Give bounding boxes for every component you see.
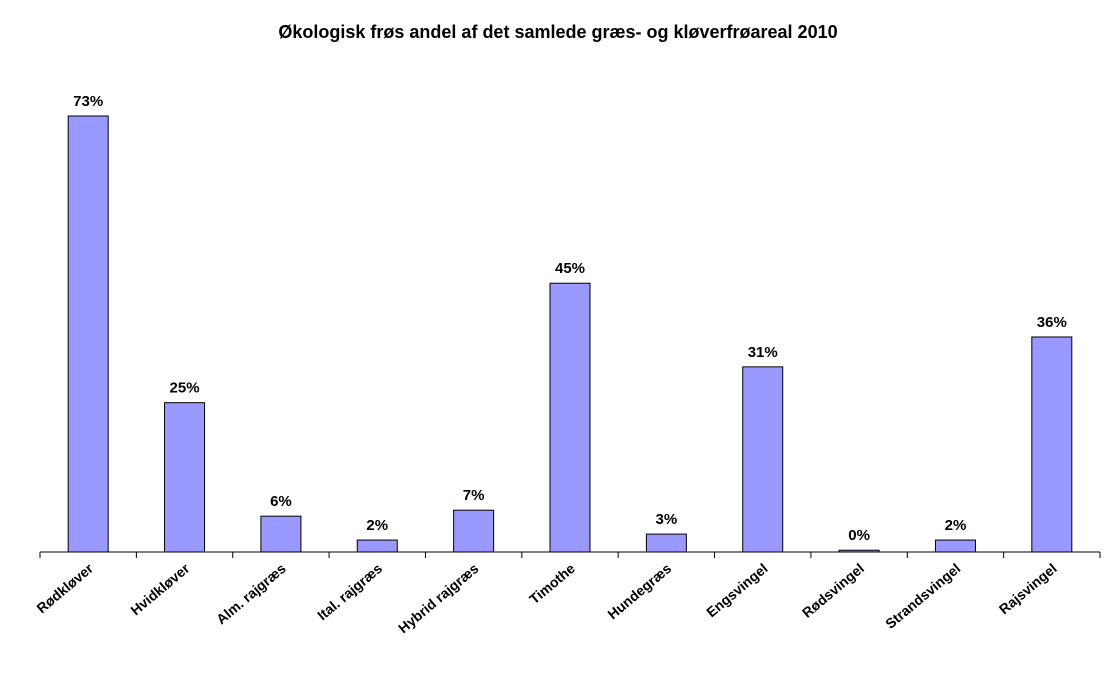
x-tick-label: Strandsvingel	[882, 560, 963, 632]
x-tick-label: Engsvingel	[703, 560, 770, 620]
bar	[1031, 336, 1073, 553]
bar	[260, 515, 302, 553]
x-tick-label: Hybrid rajgræs	[395, 560, 482, 636]
bar	[67, 115, 109, 553]
data-label: 3%	[656, 511, 678, 528]
data-label: 6%	[270, 493, 292, 510]
data-label: 73%	[73, 93, 103, 110]
x-tick-label: Hundegræs	[604, 560, 674, 622]
x-tick-label: Rødkløver	[33, 560, 96, 617]
data-label: 2%	[945, 517, 967, 534]
bar	[934, 539, 976, 553]
chart-title: Økologisk frøs andel af det samlede græs…	[278, 22, 837, 42]
bar	[549, 282, 591, 553]
data-label: 45%	[555, 260, 585, 277]
x-tick-label: Rajsvingel	[996, 560, 1060, 617]
data-label: 0%	[848, 527, 870, 544]
x-tick-label: Timothe	[526, 560, 578, 607]
x-tick-label: Hvidkløver	[127, 560, 193, 619]
x-tick-label: Ital. rajgræs	[314, 560, 385, 623]
bar	[164, 402, 206, 553]
data-label: 7%	[463, 487, 485, 504]
x-tick-label: Rødsvingel	[799, 560, 867, 621]
data-label: 31%	[748, 344, 778, 361]
data-label: 36%	[1037, 314, 1067, 331]
bar	[645, 533, 687, 553]
bar	[453, 509, 495, 553]
x-tick-label: Alm. rajgræs	[213, 560, 289, 627]
data-label: 2%	[366, 517, 388, 534]
bar	[742, 366, 784, 553]
data-label: 25%	[170, 380, 200, 397]
bar	[356, 539, 398, 553]
